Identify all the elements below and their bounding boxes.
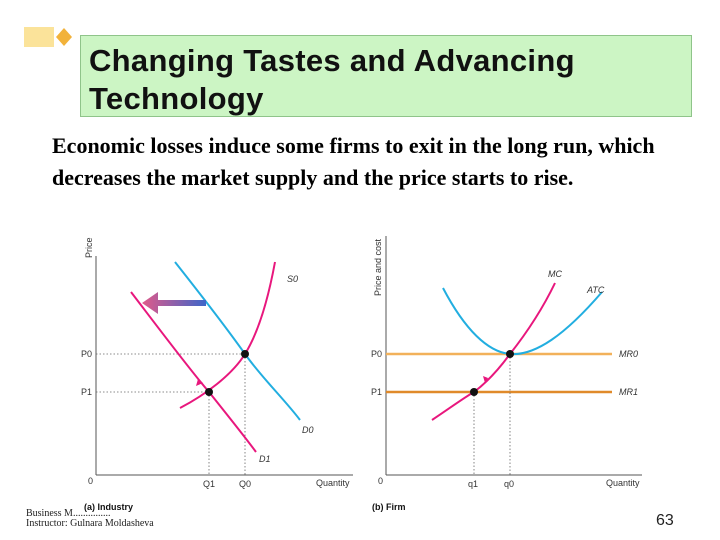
slide-logo-icon: [24, 27, 72, 47]
firm-movement-arrow: [483, 376, 488, 383]
industry-demand1-label: D1: [259, 454, 271, 464]
industry-origin-label: 0: [88, 476, 93, 486]
industry-q1-label: Q1: [203, 479, 215, 489]
firm-mr1-label: MR1: [619, 387, 638, 397]
industry-q0-label: Q0: [239, 479, 251, 489]
industry-equilibrium-initial: [241, 350, 249, 358]
firm-q1-label: q1: [468, 479, 478, 489]
firm-q0-label: q0: [504, 479, 514, 489]
firm-p0-label: P0: [371, 349, 382, 359]
industry-panel-label: (a) Industry: [84, 502, 133, 512]
slide-title: Changing Tastes and Advancing Technology: [89, 43, 575, 116]
firm-x-axis-label: Quantity: [606, 478, 640, 488]
firm-atc-label: ATC: [586, 285, 605, 295]
industry-demand0-label: D0: [302, 425, 314, 435]
industry-p1-label: P1: [81, 387, 92, 397]
demand-shift-arrow: [142, 292, 206, 314]
industry-demand-curve-d0: [174, 261, 301, 421]
footer-course: Business M...............: [26, 508, 111, 519]
industry-movement-arrow: [196, 379, 203, 386]
firm-atc-curve: [442, 287, 603, 356]
footer-instructor: Instructor: Gulnara Moldasheva: [26, 518, 154, 529]
industry-panel: Price Quantity 0 P0 P1 Q1 Q0 S0 D0 D1 (a…: [81, 237, 353, 512]
firm-origin-label: 0: [378, 476, 383, 486]
industry-x-axis-label: Quantity: [316, 478, 350, 488]
industry-p0-label: P0: [81, 349, 92, 359]
industry-supply-label: S0: [287, 274, 298, 284]
industry-demand-curve-d1: [130, 291, 257, 453]
firm-mc-label: MC: [548, 269, 562, 279]
firm-mr0-label: MR0: [619, 349, 638, 359]
slide-body-text: Economic losses induce some firms to exi…: [52, 133, 655, 190]
firm-p1-label: P1: [371, 387, 382, 397]
firm-point-new: [470, 388, 478, 396]
title-banner: Changing Tastes and Advancing Technology: [80, 35, 692, 117]
firm-mc-curve: [431, 282, 556, 421]
firm-point-initial: [506, 350, 514, 358]
firm-panel-label: (b) Firm: [372, 502, 406, 512]
firm-y-axis-label: Price and cost: [373, 238, 383, 296]
industry-y-axis-label: Price: [84, 237, 94, 258]
page-number: 63: [656, 512, 674, 529]
industry-supply-curve-s0: [179, 261, 276, 409]
firm-panel: Price and cost Quantity 0 P0 P1 q1 q0 MC…: [371, 236, 642, 512]
industry-equilibrium-new: [205, 388, 213, 396]
